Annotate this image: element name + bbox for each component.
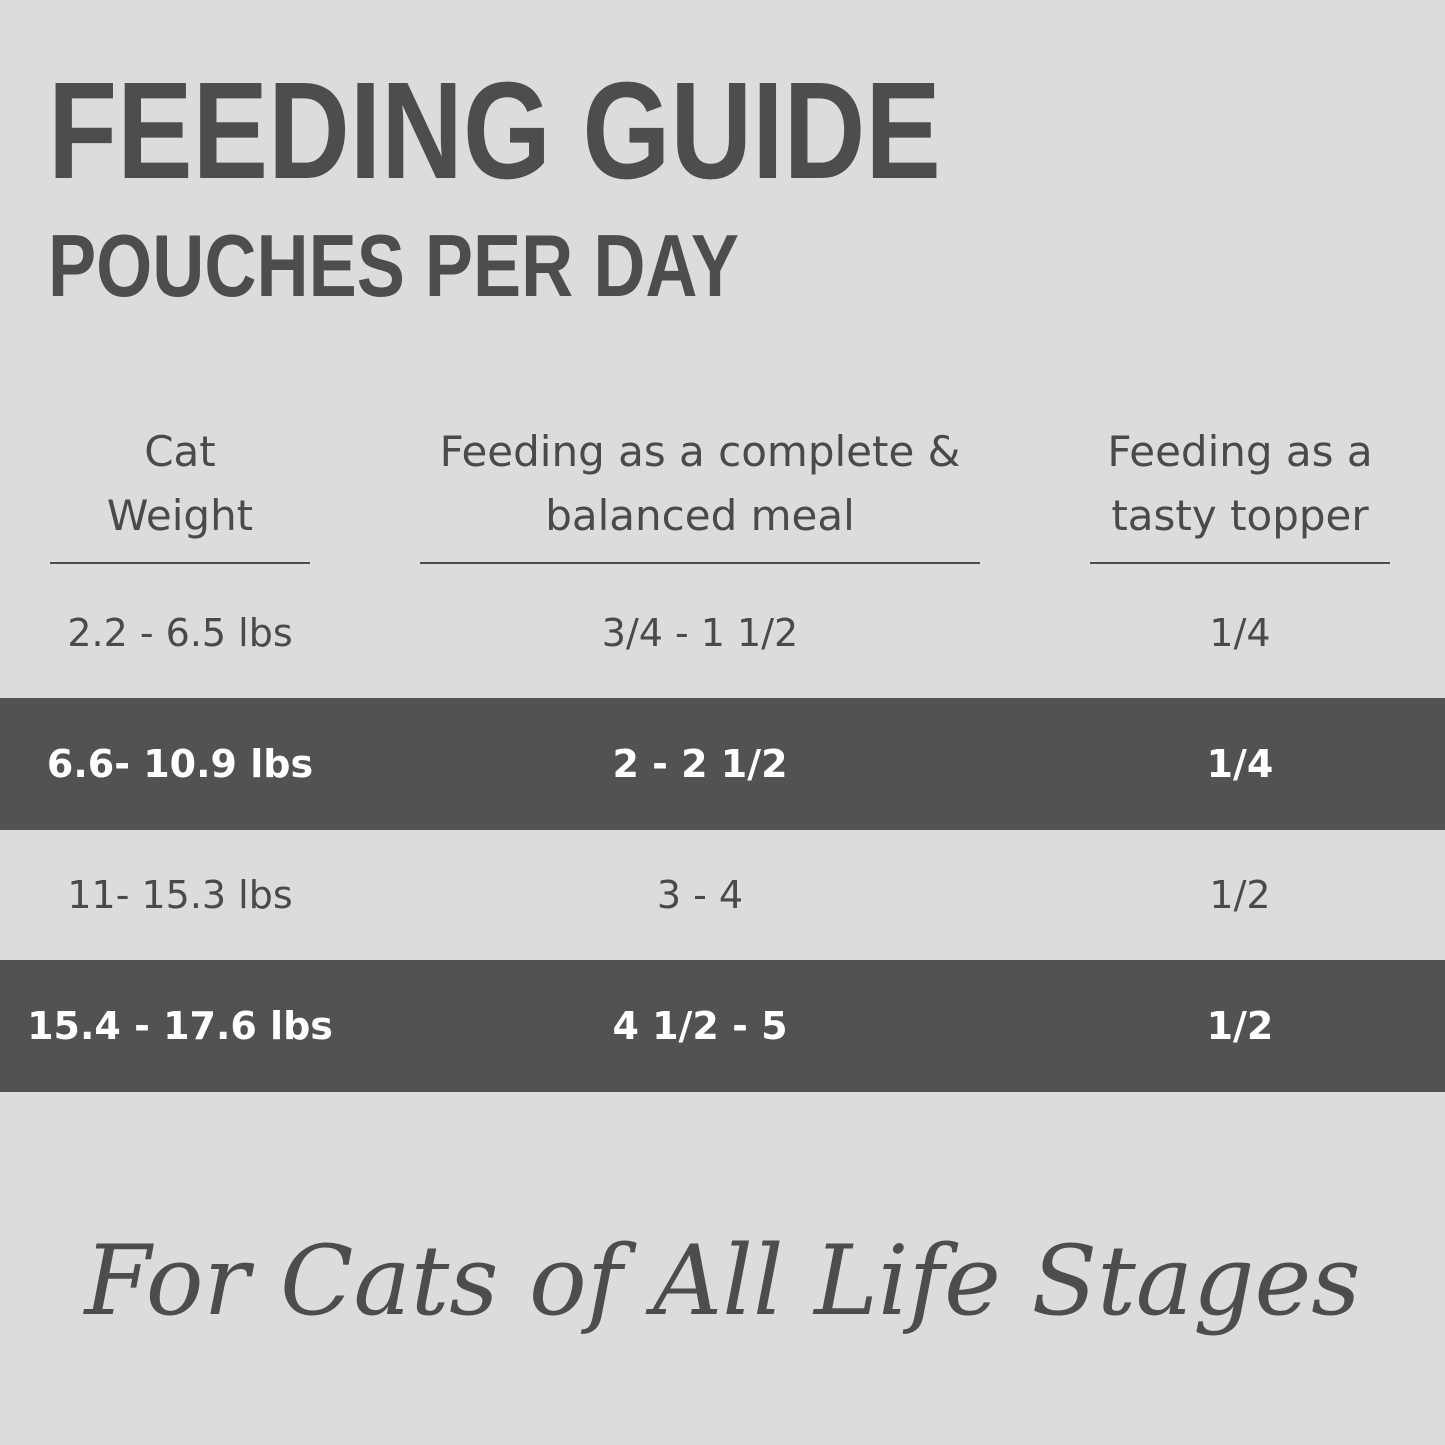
table-cell: 1/4 — [1206, 742, 1274, 786]
table-cell: 3/4 - 1 1/2 — [601, 611, 799, 655]
column-header: Feeding as a tasty topper — [1090, 420, 1390, 564]
title: FEEDING GUIDE — [48, 54, 941, 208]
column-header: Feeding as a complete & balanced meal — [420, 420, 980, 564]
table-cell: 1/2 — [1206, 1004, 1274, 1048]
header-line: Cat — [144, 427, 216, 476]
subtitle: POUCHES PER DAY — [48, 216, 740, 315]
header-line: balanced meal — [545, 491, 855, 540]
table-cell: 4 1/2 - 5 — [612, 1004, 788, 1048]
header-line: Feeding as a — [1107, 427, 1373, 476]
table-cell: 1/4 — [1209, 611, 1271, 655]
table-cell: 2 - 2 1/2 — [612, 742, 788, 786]
table-cell: 15.4 - 17.6 lbs — [27, 1004, 333, 1048]
column-header: Cat Weight — [50, 420, 310, 564]
table-cell: 6.6- 10.9 lbs — [46, 742, 314, 786]
header-rule — [1090, 562, 1390, 564]
table-cell: 11- 15.3 lbs — [67, 873, 293, 917]
table-row: 15.4 - 17.6 lbs 4 1/2 - 5 1/2 — [0, 960, 1445, 1092]
header-line: Weight — [106, 491, 254, 540]
header-line: Feeding as a complete & — [439, 427, 961, 476]
table-row: 6.6- 10.9 lbs 2 - 2 1/2 1/4 — [0, 698, 1445, 830]
table-cell: 3 - 4 — [656, 873, 744, 917]
tagline: For Cats of All Life Stages — [84, 1225, 1361, 1337]
header-rule — [50, 562, 310, 564]
header-line: tasty topper — [1111, 491, 1369, 540]
table-cell: 2.2 - 6.5 lbs — [67, 611, 293, 655]
table-row: 2.2 - 6.5 lbs 3/4 - 1 1/2 1/4 — [0, 567, 1445, 699]
header-rule — [420, 562, 980, 564]
table-cell: 1/2 — [1209, 873, 1271, 917]
table-row: 11- 15.3 lbs 3 - 4 1/2 — [0, 829, 1445, 961]
